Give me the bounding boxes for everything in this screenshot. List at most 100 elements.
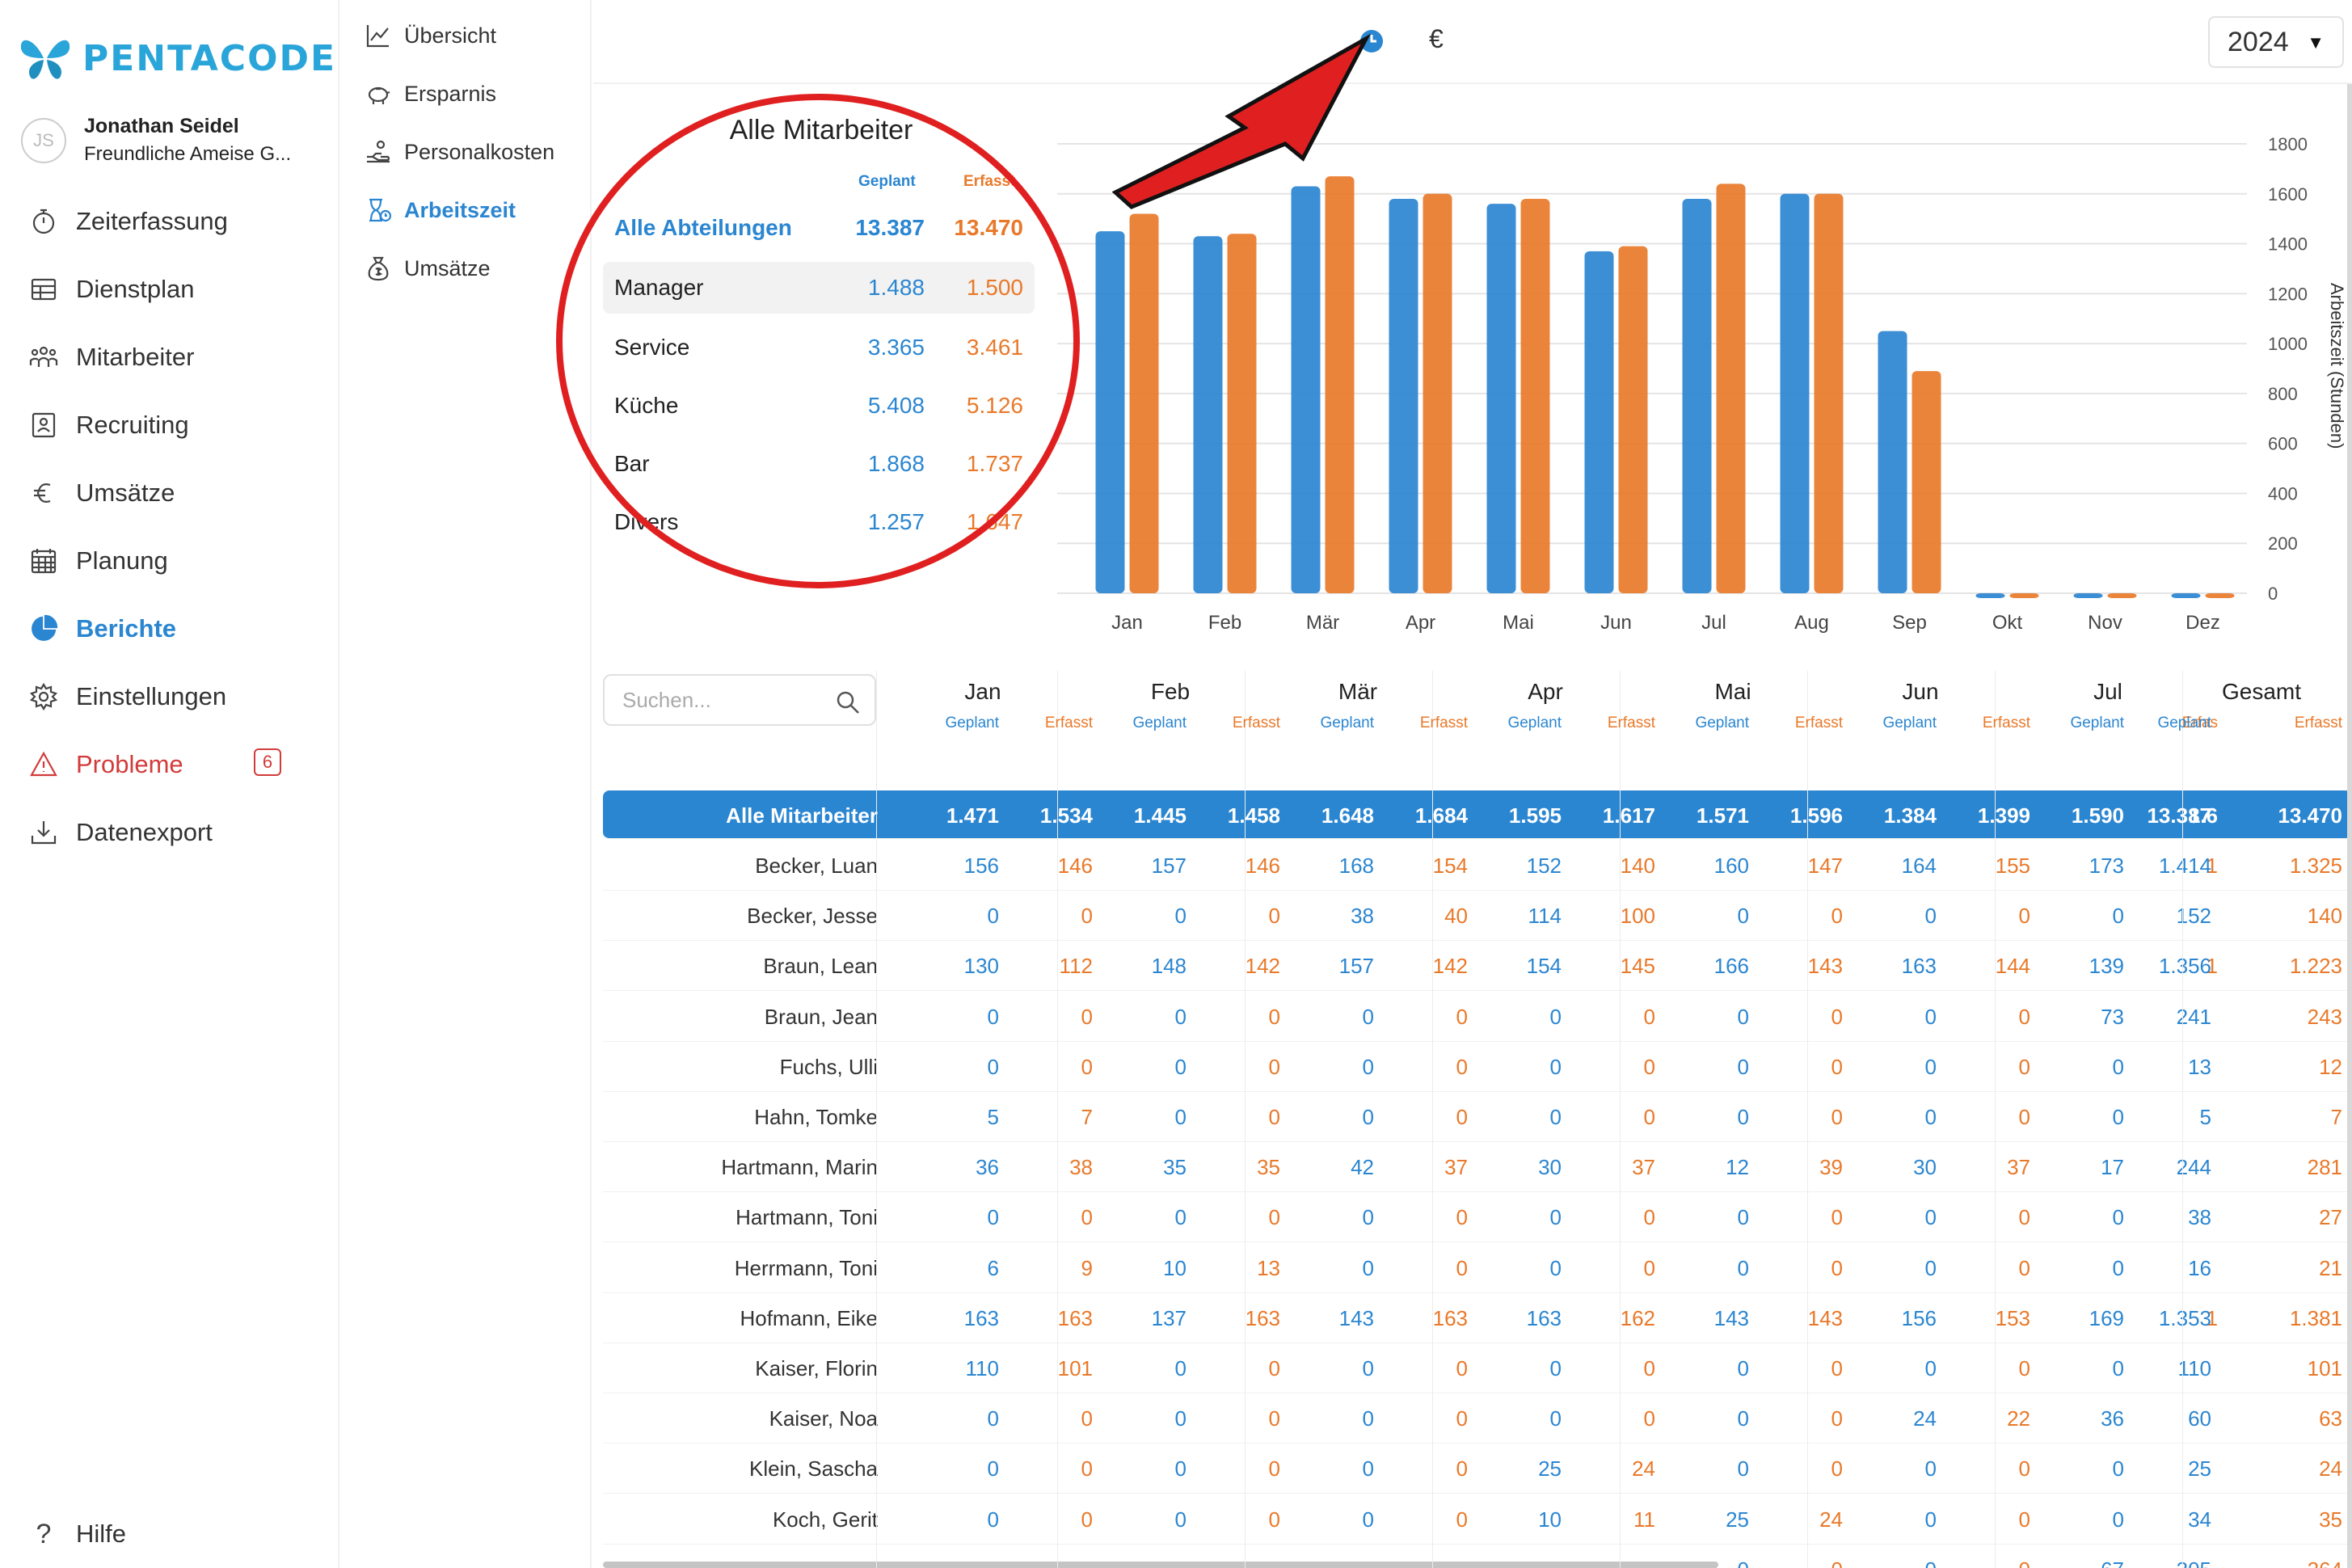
bar-planned[interactable] bbox=[2171, 593, 2201, 598]
user-profile[interactable]: JS Jonathan Seidel Freundliche Ameise G.… bbox=[21, 115, 291, 166]
subnav-item-uebersicht[interactable]: Übersicht bbox=[365, 23, 496, 48]
year-select[interactable]: 2024 ▼ bbox=[2208, 16, 2344, 68]
nav-item-dienstplan[interactable]: Dienstplan bbox=[27, 273, 194, 306]
bar-recorded[interactable] bbox=[2107, 593, 2137, 598]
y-tick-label: 1800 bbox=[2268, 134, 2308, 154]
month-header: Feb bbox=[1150, 679, 1191, 704]
subnav-item-personalkosten[interactable]: Personalkosten bbox=[365, 139, 554, 165]
bar-planned[interactable] bbox=[1584, 251, 1614, 593]
table-row[interactable]: Hofmann, Eike 163 163 137 163 143 163 163 162 143… bbox=[603, 1293, 2352, 1343]
cell-planned: 0 bbox=[1737, 1105, 1749, 1129]
summary-row[interactable]: Service 3.365 3.461 bbox=[603, 322, 1035, 373]
table-row[interactable]: Kaiser, Florin 110 101 0 0 0 0 0 0 0 0 0 0 0 110 101 bbox=[603, 1343, 2352, 1393]
table-row[interactable]: Herrmann, Toni 6 9 10 13 0 0 0 0 0 0 0 0 0 16 21 bbox=[603, 1243, 2352, 1293]
table-row[interactable]: Hartmann, Toni 0 0 0 0 0 0 0 0 0 0 0 0 0 38 27 bbox=[603, 1192, 2352, 1243]
bar-planned[interactable] bbox=[1682, 198, 1712, 593]
bar-recorded[interactable] bbox=[2009, 593, 2039, 598]
bar-recorded[interactable] bbox=[1716, 183, 1746, 593]
summary-row[interactable]: Küche 5.408 5.126 bbox=[603, 380, 1035, 432]
bar-recorded[interactable] bbox=[1520, 198, 1550, 593]
bar-planned[interactable] bbox=[1878, 331, 1907, 593]
bar-planned[interactable] bbox=[1095, 231, 1125, 593]
cell-recorded: 162 bbox=[1620, 1305, 1655, 1330]
table-row[interactable]: Koch, Gerit 0 0 0 0 0 0 10 11 25 24 0 0 0 34 35 bbox=[603, 1494, 2352, 1545]
table-total-row[interactable]: Alle Mitarbeiter 1.471 1.534 1.445 1.458 1.64… bbox=[603, 790, 2352, 839]
caret-down-icon: ▼ bbox=[2307, 32, 2325, 53]
cell-recorded: 1.6 bbox=[2188, 803, 2218, 828]
cell-planned: 164 bbox=[1901, 854, 1937, 878]
bar-planned[interactable] bbox=[1389, 198, 1418, 593]
nav-label: Berichte bbox=[76, 614, 177, 643]
summary-row[interactable]: Alle Abteilungen 13.387 13.470 bbox=[603, 202, 1035, 254]
vertical-scrollbar[interactable] bbox=[2347, 84, 2352, 1568]
horizontal-scrollbar[interactable] bbox=[603, 1562, 1718, 1568]
bar-planned[interactable] bbox=[1291, 186, 1321, 593]
bar-recorded[interactable] bbox=[1618, 246, 1648, 593]
subnav-item-umsaetze[interactable]: Umsätze bbox=[365, 255, 491, 281]
search-icon bbox=[837, 691, 859, 714]
cell-planned: 16 bbox=[2188, 1255, 2211, 1280]
summary-row-recorded: 1.500 bbox=[966, 275, 1023, 300]
cell-planned: 10 bbox=[1538, 1507, 1562, 1532]
logo[interactable]: PENTACODE bbox=[18, 34, 336, 82]
nav-item-probleme[interactable]: Probleme bbox=[27, 748, 183, 781]
euro-icon bbox=[34, 483, 51, 503]
bar-recorded[interactable] bbox=[1423, 193, 1452, 593]
cell-recorded: 0 bbox=[1456, 1356, 1468, 1380]
summary-row[interactable]: Bar 1.868 1.737 bbox=[603, 438, 1035, 490]
bar-planned[interactable] bbox=[1486, 204, 1516, 593]
bar-recorded[interactable] bbox=[1814, 193, 1844, 593]
bar-recorded[interactable] bbox=[2205, 593, 2235, 598]
column-separator bbox=[1245, 671, 1246, 1568]
cell-planned: 0 bbox=[987, 1054, 999, 1079]
table-row[interactable]: Braun, Lean 130 112 148 142 157 142 154 145 166 14… bbox=[603, 941, 2352, 992]
nav-item-umsaetze[interactable]: Umsätze bbox=[27, 477, 175, 509]
subheader-recorded: Erfasst bbox=[1607, 714, 1655, 731]
cell-planned: 114 bbox=[1528, 904, 1562, 929]
bar-recorded[interactable] bbox=[1325, 176, 1355, 594]
nav-item-recruiting[interactable]: Recruiting bbox=[27, 409, 189, 441]
summary-row[interactable]: Divers 1.257 1.647 bbox=[603, 496, 1035, 548]
bar-recorded[interactable] bbox=[1227, 234, 1257, 593]
cell-planned: 1.571 bbox=[1696, 803, 1749, 828]
table-row[interactable]: Braun, Jean 0 0 0 0 0 0 0 0 0 0 0 0 73 241 243 bbox=[603, 992, 2352, 1042]
bar-planned[interactable] bbox=[1193, 236, 1223, 593]
nav-item-einstellungen[interactable]: Einstellungen bbox=[27, 681, 226, 713]
bar-planned[interactable] bbox=[1780, 193, 1810, 593]
nav-item-zeiterfassung[interactable]: Zeiterfassung bbox=[27, 205, 228, 238]
subheader-planned: Geplant bbox=[1320, 714, 1374, 731]
table-row[interactable]: Hartmann, Marin 36 38 35 35 42 37 30 37 12 39 30 37 1… bbox=[603, 1142, 2352, 1193]
cell-planned: 0 bbox=[1549, 1105, 1562, 1129]
table-row[interactable]: Becker, Jesse 0 0 0 0 38 40 114 100 0 0 0 0 0 152 140 bbox=[603, 891, 2352, 942]
clock-icon[interactable] bbox=[1359, 29, 1384, 53]
euro-toggle[interactable]: € bbox=[1429, 24, 1444, 53]
bar-planned[interactable] bbox=[1975, 593, 2005, 598]
table-row[interactable]: Hahn, Tomke 5 7 0 0 0 0 0 0 0 0 0 0 0 5 7 bbox=[603, 1092, 2352, 1142]
search-input[interactable]: Suchen... bbox=[603, 674, 876, 726]
piggy-bank-icon bbox=[368, 86, 390, 104]
bar-recorded[interactable] bbox=[1129, 213, 1159, 593]
cell-recorded: 0 bbox=[1456, 1456, 1468, 1482]
nav-item-datenexport[interactable]: Datenexport bbox=[27, 816, 213, 849]
cell-recorded: 0 bbox=[1643, 1004, 1655, 1029]
table-row[interactable]: Kaiser, Noa 0 0 0 0 0 0 0 0 0 0 24 22 36 60 63 bbox=[603, 1393, 2352, 1444]
nav-item-planung[interactable]: Planung bbox=[27, 545, 168, 577]
cell-planned: 0 bbox=[1737, 1255, 1749, 1280]
table-row[interactable]: Fuchs, Ulli 0 0 0 0 0 0 0 0 0 0 0 0 0 13 12 bbox=[603, 1042, 2352, 1092]
subnav-item-arbeitszeit[interactable]: Arbeitszeit bbox=[365, 197, 516, 223]
nav-item-berichte[interactable]: Berichte bbox=[27, 613, 176, 645]
problem-count-badge: 6 bbox=[254, 748, 281, 776]
cell-recorded: 145 bbox=[1620, 954, 1655, 979]
bar-recorded[interactable] bbox=[1912, 371, 1941, 593]
summary-row[interactable]: Manager 1.488 1.500 bbox=[603, 262, 1035, 314]
table-row[interactable]: Klein, Sascha 0 0 0 0 0 0 25 24 0 0 0 0 0 25 24 bbox=[603, 1444, 2352, 1494]
cell-recorded: 0 bbox=[1643, 1205, 1655, 1230]
nav-item-hilfe[interactable]: ? Hilfe bbox=[27, 1518, 126, 1550]
bar-planned[interactable] bbox=[2073, 593, 2103, 598]
table-row[interactable]: Becker, Luan 156 146 157 146 168 154 152 140 160 1… bbox=[603, 841, 2352, 891]
nav-item-mitarbeiter[interactable]: Mitarbeiter bbox=[27, 341, 194, 373]
cell-recorded: 0 bbox=[1081, 1054, 1093, 1079]
year-value: 2024 bbox=[2228, 26, 2289, 57]
subnav-item-ersparnis[interactable]: Ersparnis bbox=[365, 81, 496, 107]
subheader-recorded: Erfasst bbox=[1232, 714, 1280, 731]
